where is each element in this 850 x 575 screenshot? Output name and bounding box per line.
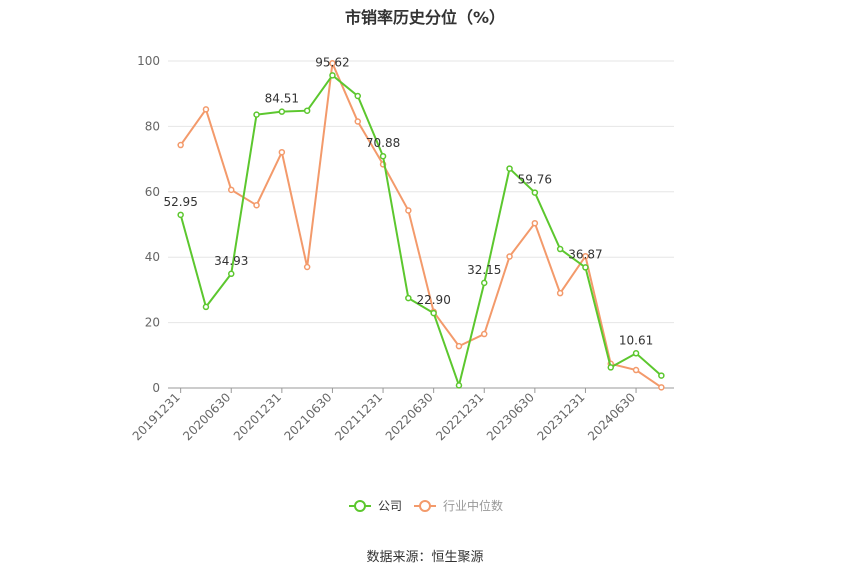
x-axis: 2019123120200630202012312021063020211231…	[130, 387, 674, 443]
data-point	[354, 92, 361, 100]
x-tick-label: 20201231	[231, 390, 284, 443]
data-point	[506, 253, 513, 260]
data-point	[354, 118, 361, 125]
series-line-1	[179, 59, 662, 389]
series-group	[177, 59, 665, 391]
data-point	[582, 264, 589, 271]
data-label: 36.87	[568, 247, 602, 261]
legend-label: 行业中位数	[443, 498, 503, 513]
chart-title: 市销率历史分位（%）	[344, 8, 506, 27]
data-labels: 52.95 34.93 84.51 95.62 70.88 22.90 32.15 59.76…	[163, 55, 653, 347]
data-point	[556, 289, 564, 297]
data-point	[481, 279, 488, 287]
x-tick-label: 20211231	[332, 390, 385, 443]
data-point	[329, 60, 336, 67]
data-point	[303, 263, 311, 271]
y-axis: 0 20 40 60 80 100	[137, 54, 160, 395]
data-label: 10.61	[619, 333, 653, 347]
data-point	[228, 186, 235, 194]
legend-label: 公司	[378, 499, 402, 513]
data-point	[278, 148, 286, 156]
x-tick-label: 20210630	[281, 390, 334, 443]
data-point	[632, 350, 640, 357]
data-label: 32.15	[467, 263, 501, 277]
data-point	[455, 342, 463, 350]
legend-item-company[interactable]: 公司	[349, 499, 402, 513]
legend-item-industry[interactable]: 行业中位数	[414, 498, 503, 513]
y-tick-label: 80	[145, 119, 160, 133]
data-point	[177, 211, 184, 219]
data-point	[253, 111, 260, 118]
x-tick-label: 20221231	[433, 390, 486, 443]
data-point	[303, 107, 311, 114]
x-tick-label: 20220630	[383, 390, 436, 443]
legend-marker	[419, 500, 431, 512]
data-point	[531, 219, 539, 227]
data-point	[607, 364, 614, 371]
legend-marker	[354, 500, 366, 512]
data-point	[632, 366, 640, 374]
data-point	[430, 309, 437, 317]
data-point	[582, 252, 589, 260]
data-point	[329, 72, 336, 79]
data-point	[506, 165, 513, 172]
data-point	[202, 106, 210, 113]
data-label: 52.95	[163, 195, 197, 209]
data-point	[405, 294, 412, 302]
y-tick-label: 0	[152, 381, 160, 395]
source-note: 数据来源：恒生聚源	[366, 550, 484, 565]
data-point	[658, 384, 665, 391]
data-label: 70.88	[366, 136, 400, 150]
y-tick-label: 60	[145, 185, 160, 199]
data-point	[455, 382, 463, 389]
data-label: 59.76	[518, 173, 552, 187]
data-point	[481, 330, 488, 338]
legend[interactable]: 公司 行业中位数	[349, 498, 503, 513]
data-label: 84.51	[265, 92, 299, 106]
y-tick-label: 100	[137, 54, 160, 68]
x-tick-label: 20230630	[484, 390, 537, 443]
x-tick-label: 20200630	[180, 390, 233, 443]
data-point	[202, 303, 210, 311]
data-point	[177, 141, 184, 149]
data-point	[379, 152, 387, 160]
data-point	[531, 189, 539, 196]
data-point	[658, 372, 665, 379]
data-point	[556, 245, 564, 253]
y-tick-label: 40	[145, 250, 160, 264]
x-tick-label: 20191231	[130, 390, 183, 443]
data-label: 95.62	[315, 55, 349, 69]
data-point	[278, 108, 286, 115]
y-tick-label: 20	[145, 316, 160, 330]
data-point	[405, 207, 412, 214]
series-line-0	[179, 73, 663, 389]
x-tick-label: 20240630	[585, 390, 638, 443]
data-label: 22.90	[416, 293, 450, 307]
data-point	[228, 270, 235, 278]
data-point	[253, 201, 260, 209]
data-label: 34.93	[214, 254, 248, 268]
x-tick-label: 20231231	[534, 390, 587, 443]
